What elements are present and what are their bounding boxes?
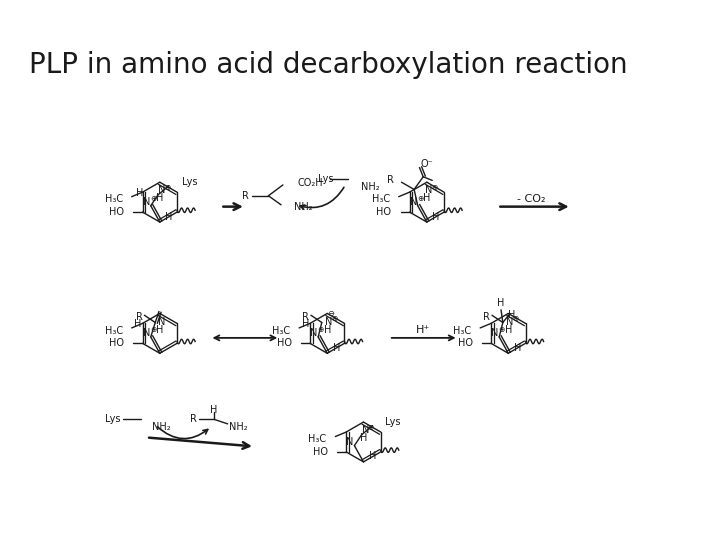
Text: H: H [423,193,431,204]
Text: R: R [135,312,143,322]
Text: N: N [346,437,354,447]
Text: H: H [508,310,516,320]
Text: O⁻: O⁻ [420,159,433,169]
Text: H: H [136,188,143,198]
Text: H: H [323,325,331,335]
Text: R: R [302,312,309,322]
Text: HO: HO [313,447,328,457]
Text: Lys: Lys [105,414,121,424]
Text: HO: HO [109,339,125,348]
Text: H: H [156,193,163,204]
Text: N: N [158,185,166,195]
Text: H: H [505,325,512,335]
Text: ⊕: ⊕ [331,314,338,323]
Text: N: N [325,316,333,327]
Text: ⊕: ⊕ [499,325,505,334]
Text: HO: HO [377,207,392,217]
Text: H₃C: H₃C [372,194,390,205]
Text: R: R [190,414,197,424]
Text: NH₂: NH₂ [294,201,312,212]
Text: ⊕: ⊕ [164,183,170,192]
Text: HO: HO [458,339,473,348]
Text: N: N [158,316,166,327]
Text: Lys: Lys [181,177,197,187]
Text: H₃C: H₃C [308,434,326,444]
Text: H: H [513,343,521,353]
Text: NH₂: NH₂ [152,422,170,431]
Text: CO₂H: CO₂H [297,178,323,188]
Text: HO: HO [109,207,125,217]
Text: R: R [242,191,248,201]
Text: NH₂: NH₂ [230,422,248,431]
Text: PLP in amino acid decarboxylation reaction: PLP in amino acid decarboxylation reacti… [29,51,627,79]
Text: NH₂: NH₂ [361,182,379,192]
Text: H₃C: H₃C [104,194,122,205]
Text: Lys: Lys [385,417,400,427]
Text: N: N [361,425,369,435]
Text: N: N [491,328,498,339]
Text: H₃C: H₃C [272,326,290,336]
Text: H₃C: H₃C [453,326,471,336]
Text: N: N [143,197,150,207]
Text: N: N [506,316,514,327]
Text: H: H [432,212,439,221]
Text: - CO₂: - CO₂ [517,194,545,205]
Text: ⊕: ⊕ [367,423,374,432]
Text: N: N [310,328,318,339]
Text: ⊖: ⊖ [328,309,334,318]
Text: N: N [410,197,417,207]
Text: ⊕: ⊕ [431,183,437,192]
Text: N: N [425,185,432,195]
Text: ⊕: ⊕ [418,194,423,203]
Text: H: H [210,406,217,415]
Text: H₃C: H₃C [104,326,122,336]
Text: H: H [156,325,163,335]
Text: H: H [135,319,142,329]
Text: N: N [143,328,150,339]
Text: H: H [369,451,376,462]
Text: H: H [165,212,173,221]
Text: ⊕: ⊕ [318,325,324,334]
Text: H⁺: H⁺ [416,325,431,335]
Text: R: R [483,312,490,322]
Text: ⊕: ⊕ [513,314,518,323]
Text: Lys: Lys [318,174,333,185]
Text: H: H [360,434,367,443]
Text: H: H [302,319,309,329]
Text: R: R [387,176,395,185]
Text: H: H [498,298,505,308]
Text: HO: HO [277,339,292,348]
Text: ⊕: ⊕ [150,325,157,334]
Text: ⊕: ⊕ [150,194,157,203]
Text: H: H [333,343,340,353]
